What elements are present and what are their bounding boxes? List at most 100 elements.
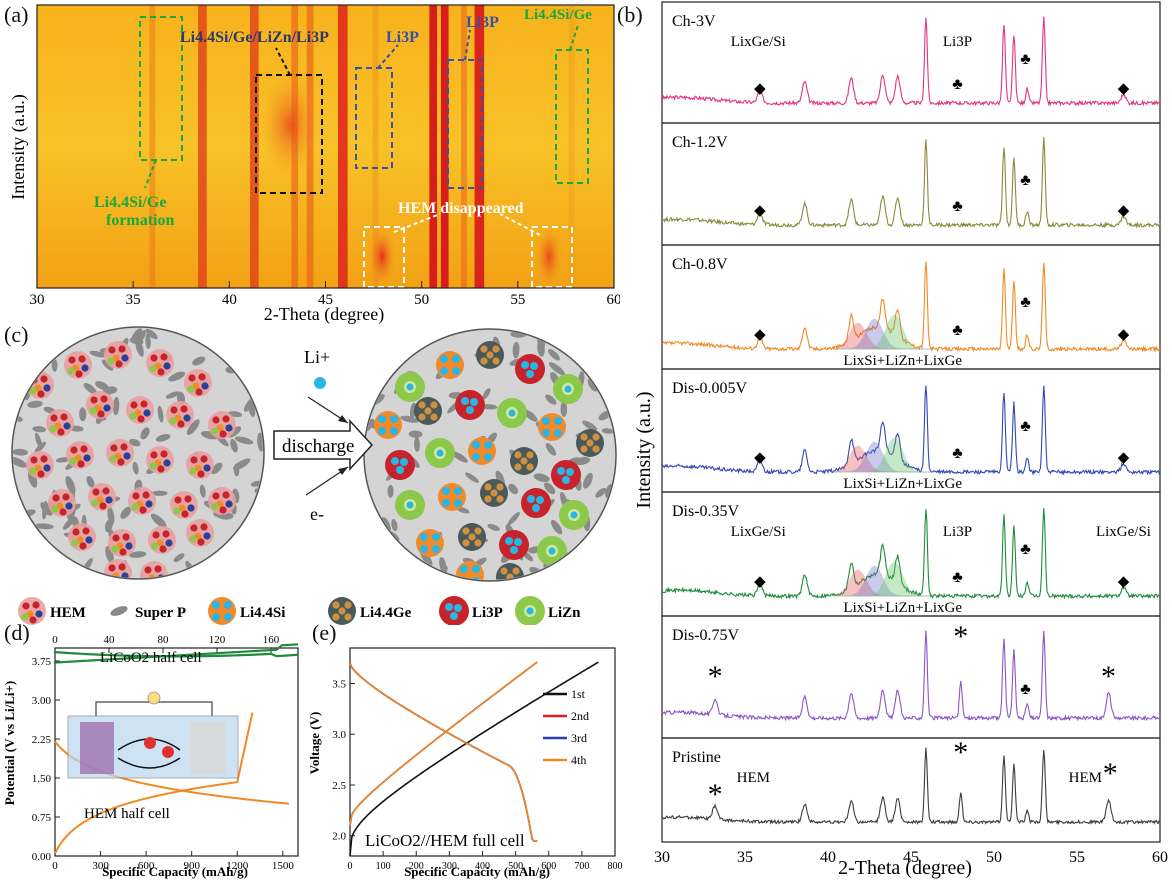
licoo2-curve [53,643,299,664]
panel-d-label: (d) [4,620,30,645]
star-marker: * [708,660,723,693]
panel-d-xtick-top: 40 [104,634,116,646]
xrd-annotation: LixSi+LiZn+LixGe [843,353,962,369]
fit-peak [832,322,935,350]
hem-curve [54,712,254,854]
charge-curve [349,661,538,826]
club-marker: ♣ [1020,172,1031,189]
charge-curve [349,661,538,826]
xrd-line [661,16,1161,107]
xrd-series-label: Dis-0.75V [672,627,740,644]
panel-b-xtick: 35 [737,849,753,866]
panel-b-xtick: 40 [820,849,836,866]
panel-d-ytick: 2.25 [32,734,52,746]
club-marker: ♣ [952,322,963,339]
xrd-series-label: Dis-0.005V [672,380,748,397]
panel-d-ytick: 0.00 [32,851,52,863]
charge-curve [349,661,538,826]
series-hem-label: HEM half cell [84,806,170,822]
discharge-curve [349,662,538,842]
legend-label: 3rd [571,731,587,745]
legend-label: Li4.4Si [240,605,285,621]
panel-d-xtick-bottom: 0 [52,860,58,872]
panel-e-ytick: 3.0 [332,729,346,741]
panel-b-ylabel: Intensity (a.u.) [633,391,655,508]
fit-peak [833,565,935,597]
panel-d-xtick-top: 160 [263,634,280,646]
star-marker: * [708,778,723,811]
box-li3p-2 [447,59,483,189]
club-marker: ♣ [952,198,963,215]
panel-d-xtick-bottom: 1500 [272,860,295,872]
xrd-annotation: HEM [737,770,770,786]
panel-d-xtick-top: 120 [209,634,226,646]
panel-a-xtick: 55 [510,292,525,308]
li-ion-icon [314,377,326,389]
panel-d-xtick-top: 80 [158,634,170,646]
xrd-line [661,385,1161,476]
panel-d-xlabel: Specific Capacity (mAh/g) [102,864,248,879]
box-hem-1 [363,226,405,288]
ann-li3p-2: Li3P [466,14,499,31]
fit-peak [832,445,935,473]
legend-label: 1st [571,687,586,701]
charge-curve [349,661,599,857]
li-plus-label: Li+ [304,347,330,367]
club-marker: ♣ [1020,294,1031,311]
xrd-annotation: LixSi+LiZn+LixGe [843,476,962,492]
panel-d-xtick-bottom: 1200 [226,860,249,872]
panel-d-ytick: 3.75 [32,656,52,668]
discharge-label: discharge [282,436,354,457]
panel-b-xtick: 60 [1152,849,1168,866]
diamond-marker: ◆ [1118,81,1130,97]
panel-e-xtick: 800 [608,861,623,872]
xrd-annotation: LixGe/Si [731,34,786,50]
panel-c-schematic: discharge Li+ e- HEM Super P Li4.4Si Li4.4G… [11,326,617,625]
battery-inset [67,691,239,779]
xrd-panel-frame [661,1,1161,124]
panel-a-ylabel: Intensity (a.u.) [8,94,29,199]
box-li44-formation [139,16,183,161]
xrd-annotation: LixSi+LiZn+LixGe [843,600,962,616]
box-hem-2 [531,226,573,288]
fit-peak [833,314,935,350]
diamond-marker: ◆ [1118,450,1130,466]
panel-e-ylabel: Voltage (V) [307,712,322,775]
bulb-icon [147,691,161,705]
legend-label: Li4.4Ge [360,605,412,621]
diamond-marker: ◆ [754,574,766,590]
legend-label: 4th [571,753,586,767]
xrd-series-label: Ch-1.2V [672,134,728,151]
club-marker: ♣ [1020,541,1031,558]
fit-peak [833,437,935,473]
diamond-marker: ◆ [1118,203,1130,219]
fit-peak [833,441,935,473]
panel-e-xtick: 600 [541,861,556,872]
xrd-panel-frame [661,737,1161,843]
panel-d-ytick: 0.75 [32,812,52,824]
panel-a-xlabel: 2-Theta (degree) [264,304,384,325]
panel-e-title: LiCoO2//HEM full cell [365,831,525,850]
panel-a-xtick: 30 [30,292,45,308]
panel-c-label: (c) [4,322,29,347]
panel-e-xtick: 100 [376,861,391,872]
diamond-marker: ◆ [754,203,766,219]
xrd-series-label: Ch-0.8V [672,256,728,273]
star-marker: * [953,620,968,653]
club-marker: ♣ [1020,51,1031,68]
panel-d-xtick-top: 0 [52,634,58,646]
panel-c-legend: HEM Super P Li4.4Si Li4.4Ge Li3P LiZn [18,596,581,625]
fit-peak [833,561,935,597]
ann-formation-2: formation [106,212,175,229]
e-minus-label: e- [310,504,324,524]
club-marker: ♣ [952,569,963,586]
panel-a-xticks: 30 35 40 45 50 55 60 [30,281,621,308]
panel-a-xtick: 50 [414,292,429,308]
ann-formation-1: Li4.4Si/Ge [94,194,166,211]
xrd-line [661,508,1161,600]
heatmap-background [37,5,614,288]
diamond-marker: ◆ [1118,327,1130,343]
panel-a-xtick: 60 [607,292,621,308]
panel-d-ytick: 1.50 [32,773,52,785]
panel-e-xtick: 400 [475,861,490,872]
